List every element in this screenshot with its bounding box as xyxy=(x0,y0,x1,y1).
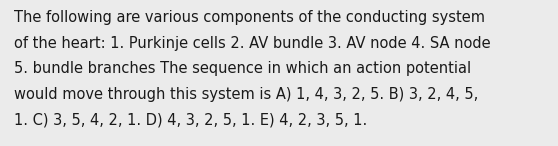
Text: The following are various components of the conducting system: The following are various components of … xyxy=(14,10,485,25)
Text: 5. bundle branches The sequence in which an action potential: 5. bundle branches The sequence in which… xyxy=(14,61,471,76)
Text: of the heart: 1. Purkinje cells 2. AV bundle 3. AV node 4. SA node: of the heart: 1. Purkinje cells 2. AV bu… xyxy=(14,36,490,51)
Text: 1. C) 3, 5, 4, 2, 1. D) 4, 3, 2, 5, 1. E) 4, 2, 3, 5, 1.: 1. C) 3, 5, 4, 2, 1. D) 4, 3, 2, 5, 1. E… xyxy=(14,112,367,127)
Text: would move through this system is A) 1, 4, 3, 2, 5. B) 3, 2, 4, 5,: would move through this system is A) 1, … xyxy=(14,87,478,102)
